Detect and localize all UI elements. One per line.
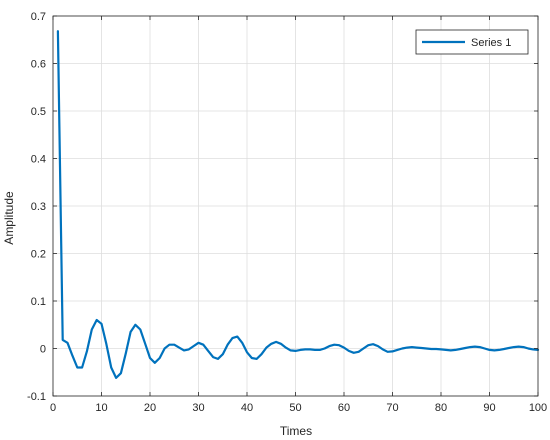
x-tick-label: 30: [192, 402, 204, 414]
y-tick-label: 0.7: [31, 11, 46, 23]
series-lines: [56, 30, 540, 379]
legend-label-series-1: Series 1: [471, 37, 511, 49]
x-tick-label: 10: [95, 402, 107, 414]
x-tick-label: 20: [144, 402, 156, 414]
y-tick-label: -0.1: [27, 391, 46, 403]
y-tick-label: 0.1: [31, 296, 46, 308]
x-tick-label: 0: [50, 402, 56, 414]
y-tick-label: 0.4: [31, 154, 46, 166]
y-tick-label: 0: [40, 344, 46, 356]
y-tick-label: 0.2: [31, 249, 46, 261]
x-tick-label: 50: [289, 402, 301, 414]
x-axis-label: Times: [280, 424, 312, 438]
x-tick-label: 60: [338, 402, 350, 414]
x-tick-label: 40: [241, 402, 253, 414]
series-line-1: [56, 30, 540, 379]
x-tick-label: 80: [435, 402, 447, 414]
y-tick-label: 0.6: [31, 59, 46, 71]
y-tick-label: 0.3: [31, 201, 46, 213]
x-tick-label: 90: [483, 402, 495, 414]
x-tick-label: 100: [529, 402, 547, 414]
axis-ticks: [52, 15, 539, 397]
x-tick-label: 70: [386, 402, 398, 414]
y-tick-label: 0.5: [31, 106, 46, 118]
tick-labels: 0 10 20 30 40 50 60 70 80 90 100 -0.1 0 0.1 0.2 0.3 0.4 0…: [27, 11, 547, 414]
y-axis-label: Amplitude: [2, 191, 16, 245]
legend: Series 1: [415, 29, 529, 55]
